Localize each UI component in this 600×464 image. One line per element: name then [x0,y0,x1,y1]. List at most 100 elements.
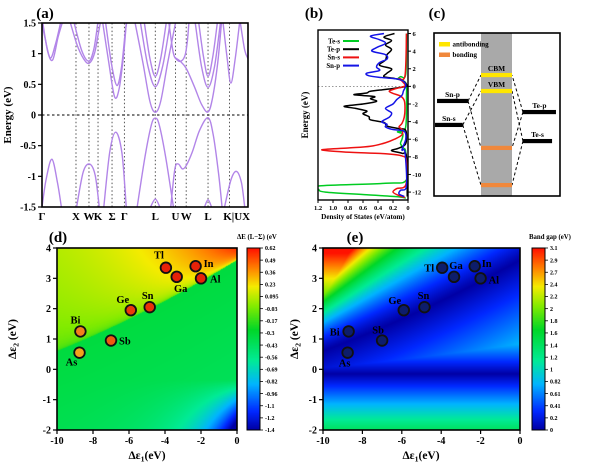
kpoint-label: K [94,211,103,223]
band-line [42,23,63,62]
colorbar-tick-label: -1.1 [265,404,275,410]
data-point-Bi [74,325,87,338]
connection-Tep-B1 [511,111,524,149]
colorbar-tick-label: 2.7 [550,270,558,276]
colorbar-tick-label: -0.69 [265,368,278,374]
dos-tick-label: 1.2 [314,205,322,212]
panel-label-c: (c) [429,6,446,22]
data-point-label-In: In [482,259,492,270]
kpoint-label: Γ [121,211,128,223]
x-tick-label: -6 [125,436,133,447]
level-diagram: CBM VBM Sn-p Sn-s Te-p Te-s antibonding bonding… [429,6,561,197]
data-point-label-Al: Al [489,275,500,286]
dos-tick-label: 0 [406,205,409,212]
data-point-As [341,346,354,359]
colorbar-tick-label: -0.43 [265,343,278,349]
band-line [75,163,100,207]
data-point-label-Ga: Ga [449,261,463,272]
level-label-Snp: Sn-p [445,90,460,99]
data-point-label-Ge: Ge [116,295,129,306]
heatmap-canvas-e [323,248,520,430]
kpoint-label: L [152,211,159,223]
y-tick-label: -1 [309,395,317,406]
kpoint-label: U [172,211,180,223]
level-label-VBM: VBM [488,80,505,89]
heatmap-overlay-d: -10 -8 -6 -4 -2 0 4 3 2 1 0 -1 -2 0.62 0.49 0.36 0.23 0.0… [7,230,279,464]
y-tick-label: 0 [31,111,36,122]
y-tick-label: 4 [312,244,317,255]
diagram-border [433,32,561,197]
level-label-CBM: CBM [488,64,505,73]
energy-tick-label: 6 [413,31,417,38]
panel-label-a: (a) [36,6,54,22]
data-point-Al [194,272,208,285]
band-line [170,117,223,207]
data-point-Bi [342,325,355,338]
x-tick-label: -6 [398,436,406,447]
data-point-Tl [159,261,173,274]
y-axis-label: Δε2 (eV) [7,319,21,359]
level-bar-Tep [522,109,556,115]
data-point-label-Tl: Tl [154,251,164,262]
colorbar-tick-label: 1.8 [550,319,558,325]
legend-label-Te-s: Te-s [328,38,340,45]
band-line [222,23,241,84]
y-tick-label: 4 [46,244,51,255]
level-bar-Snp [437,98,469,104]
y-tick-label: 2 [46,304,51,315]
kpoint-label: Σ [108,211,115,223]
level-bar-Sns [435,122,463,128]
y-tick-label: -1 [28,172,36,183]
colorbar-tick-label: 2.9 [550,258,558,264]
x-tick-label: -10 [50,436,63,447]
band-line [239,23,248,60]
colorbar-tick-label: 1 [550,368,553,374]
y-tick-label: 3 [312,274,317,285]
data-point-Sb [375,334,389,347]
colorbar-tick-label: 1.2 [550,355,558,361]
legend-label-Sn-s: Sn-s [328,55,341,62]
connection-Snp-CBM [467,74,482,102]
band-line [42,158,63,207]
connection-Snp-B1 [467,100,482,149]
colorbar-title: Band gap (eV) [529,234,571,241]
data-point-label-Al: Al [210,274,221,285]
panel-d-delta-e-heatmap: -10 -8 -6 -4 -2 0 4 3 2 1 0 -1 -2 0.62 0.49 0.36 0.23 0.0… [0,225,300,464]
colorbar-tick-label: 3.1 [550,246,558,252]
colorbar-tick-label: -0.03 [265,307,278,313]
panel-b-density-of-states: 6 4 2 0 -2 -4 -6 -8 -10 -12 1.2 1.0 0.8 0.6 0.4 0.2 0 Den… [300,0,425,225]
level-bar-Tes [522,138,553,144]
dos-tick-label: 0.2 [389,205,397,212]
level-bar-CBM [480,72,512,78]
x-axis-label: Density of States (eV/atom) [321,213,405,221]
y-tick-label: -2 [309,426,317,437]
band-line [73,23,99,62]
data-point-Al [474,272,487,285]
connection-Sns-VBM [462,90,482,126]
colorbar-tick-label: 0.82 [550,380,561,386]
data-point-Ga [447,270,461,284]
level-label-Sns: Sn-s [442,114,456,123]
colorbar-tick-label: 0.36 [265,270,276,276]
legend-label-Sn-p: Sn-p [326,63,340,70]
level-label-Tes: Te-s [531,130,544,139]
energy-tick-label: -10 [413,172,422,179]
x-tick-label: -4 [437,436,445,447]
legend-label-antibonding: antibonding [453,40,490,48]
data-point-In [189,260,202,273]
heatmap-overlay-e: -10 -8 -6 -4 -2 0 4 3 2 1 0 -1 -2 3.1 2.9 2.7 2.4 2.2 2 1.8… [289,230,571,464]
connection-Tes-VBM [511,90,524,142]
energy-tick-label: 2 [413,66,416,73]
data-point-label-As: As [66,358,78,369]
x-tick-label: -8 [89,436,97,447]
x-tick-label: -8 [358,436,366,447]
data-point-In [468,260,481,273]
colorbar-tick-label: 0.49 [265,258,276,264]
data-point-Ge [397,303,410,317]
band-line [223,170,246,207]
energy-tick-label: -8 [413,154,419,161]
connection-Tep-CBM [511,74,524,113]
colorbar-tick-label: -1.2 [265,416,275,422]
band-line [134,23,177,113]
bands-group [42,23,248,207]
